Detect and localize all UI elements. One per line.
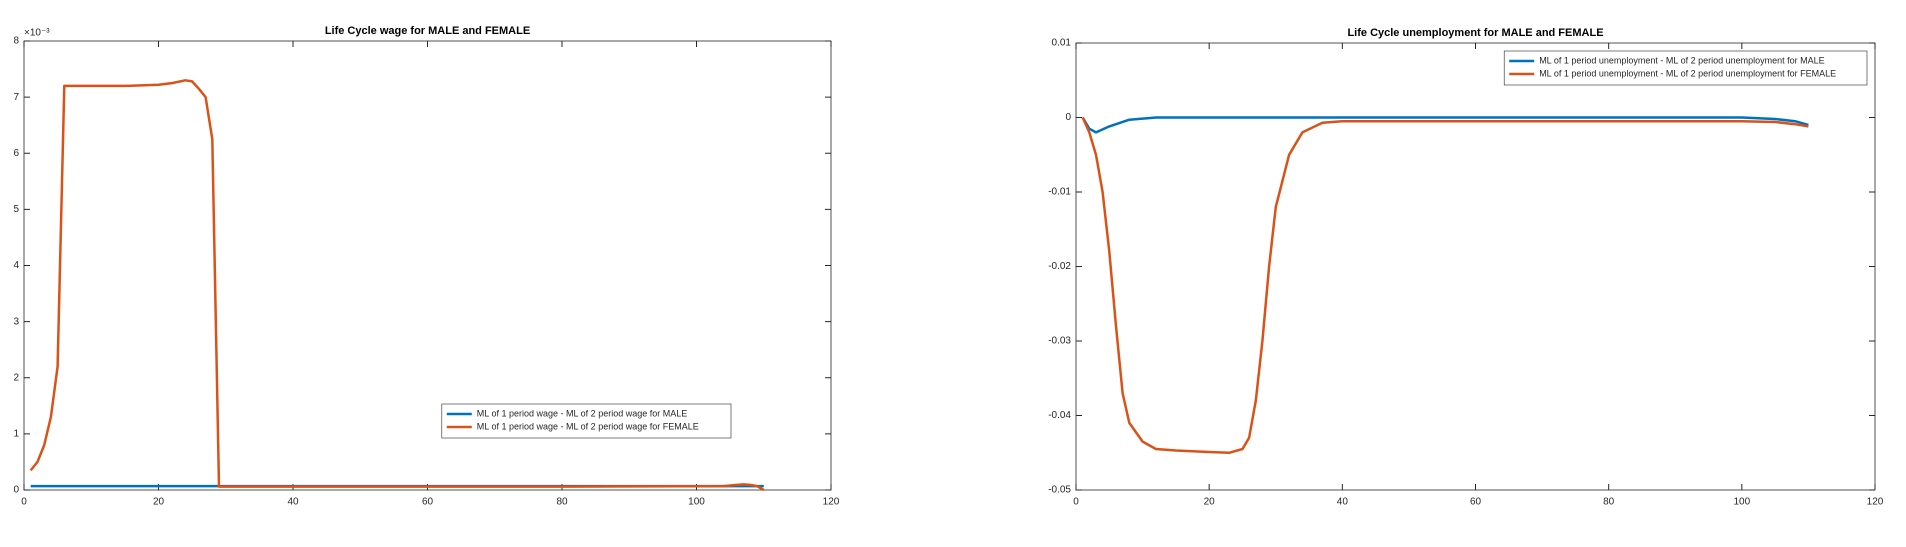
y-tick-label: 4	[13, 260, 19, 271]
legend-label: ML of 1 period unemployment - ML of 2 pe…	[1539, 68, 1836, 78]
legend: ML of 1 period wage - ML of 2 period wag…	[441, 403, 732, 439]
y-tick-label: -0.01	[1048, 187, 1071, 198]
x-tick-label: 60	[1470, 497, 1482, 508]
y-tick-label: -0.04	[1048, 410, 1071, 421]
y-tick-label: 8	[13, 36, 19, 47]
series-line	[1081, 116, 1809, 455]
x-tick-label: 40	[287, 497, 299, 508]
x-tick-label: 100	[1733, 497, 1750, 508]
y-tick-label: 7	[13, 92, 19, 103]
legend-box	[441, 403, 732, 439]
y-tick-label: 0	[1065, 112, 1071, 123]
legend-label: ML of 1 period unemployment - ML of 2 pe…	[1539, 55, 1824, 65]
axes-box	[1075, 42, 1876, 491]
legend: ML of 1 period unemployment - ML of 2 pe…	[1503, 50, 1868, 86]
x-tick-label: 120	[823, 497, 840, 508]
x-tick-label: 80	[556, 497, 568, 508]
legend-label: ML of 1 period wage - ML of 2 period wag…	[477, 421, 699, 431]
x-tick-label: 20	[153, 497, 165, 508]
y-tick-label: -0.03	[1048, 336, 1071, 347]
y-tick-label: 0	[13, 485, 19, 496]
x-tick-label: 0	[21, 497, 27, 508]
x-tick-label: 0	[1073, 497, 1079, 508]
y-tick-label: -0.02	[1048, 261, 1071, 272]
x-tick-label: 60	[422, 497, 434, 508]
series-line	[29, 79, 765, 492]
x-tick-label: 100	[688, 497, 705, 508]
legend-box	[1503, 50, 1868, 86]
y-tick-label: 0.01	[1052, 38, 1072, 49]
y-tick-label: 6	[13, 148, 19, 159]
x-tick-label: 40	[1337, 497, 1349, 508]
chart-title: Life Cycle wage for MALE and FEMALE	[325, 25, 530, 37]
y-tick-label: 3	[13, 316, 19, 327]
x-tick-label: 20	[1204, 497, 1216, 508]
x-tick-label: 80	[1603, 497, 1615, 508]
y-tick-label: -0.05	[1048, 485, 1071, 496]
y-tick-label: 2	[13, 372, 19, 383]
chart-title: Life Cycle unemployment for MALE and FEM…	[1347, 27, 1603, 39]
x-tick-label: 120	[1867, 497, 1884, 508]
axis-exponent: ×10⁻³	[24, 28, 50, 39]
series-line	[1081, 116, 1809, 134]
y-tick-label: 5	[13, 204, 19, 215]
legend-label: ML of 1 period wage - ML of 2 period wag…	[477, 408, 687, 418]
y-tick-label: 1	[13, 429, 19, 440]
